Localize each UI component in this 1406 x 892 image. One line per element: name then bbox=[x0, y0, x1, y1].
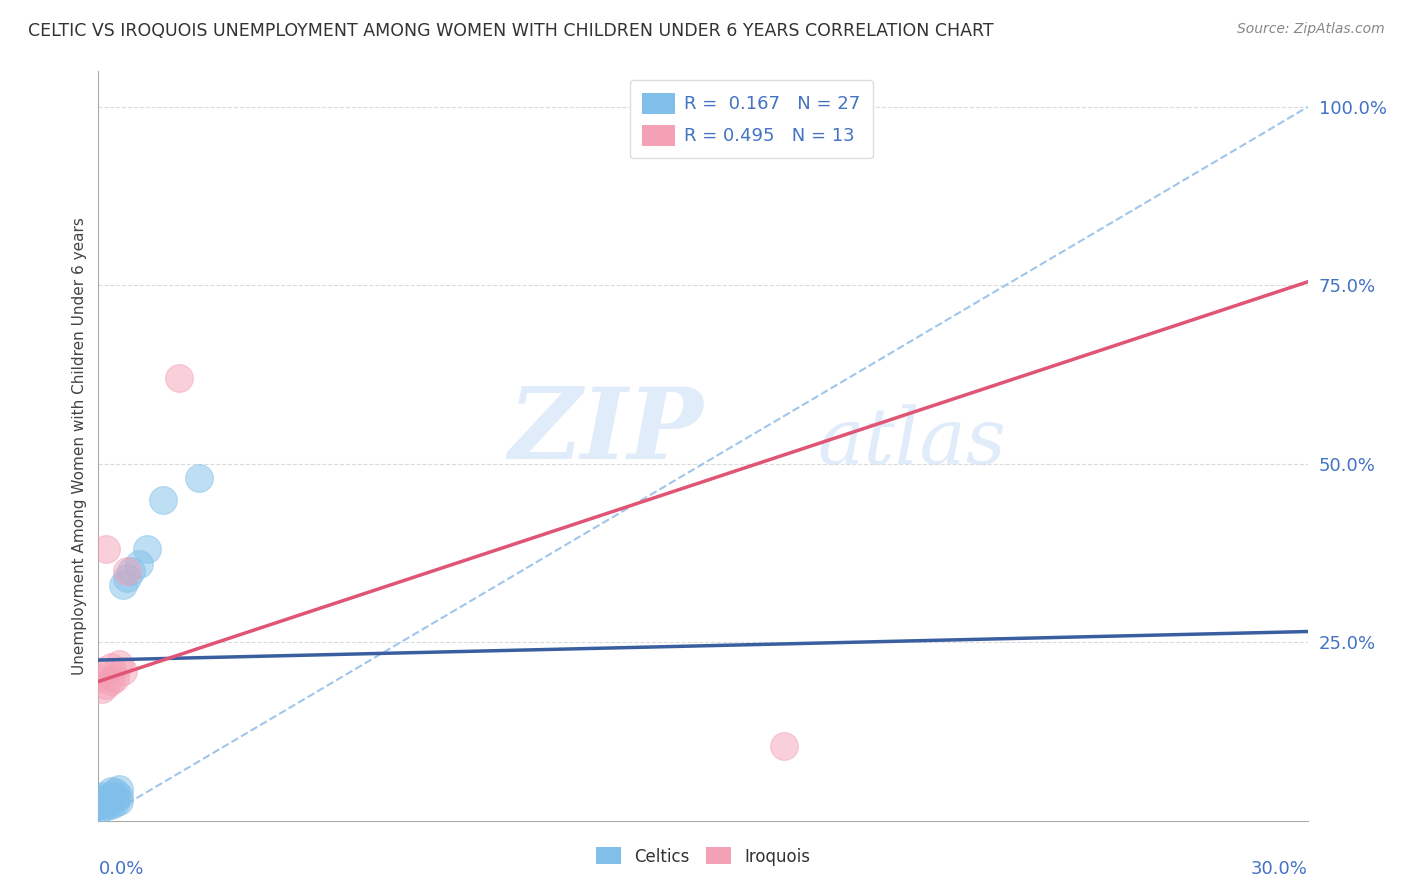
Point bbox=[103, 796, 125, 810]
Text: atlas: atlas bbox=[818, 404, 1007, 481]
Point bbox=[96, 796, 118, 810]
Point bbox=[772, 739, 794, 753]
Point bbox=[111, 578, 134, 592]
Point bbox=[107, 789, 129, 803]
Point bbox=[103, 785, 125, 799]
Point bbox=[103, 790, 125, 805]
Point bbox=[87, 799, 110, 814]
Point bbox=[100, 797, 122, 812]
Point bbox=[100, 783, 122, 797]
Point bbox=[128, 557, 150, 571]
Point bbox=[103, 671, 125, 685]
Point bbox=[100, 794, 122, 808]
Point bbox=[100, 789, 122, 803]
Point bbox=[91, 681, 114, 696]
Text: 0.0%: 0.0% bbox=[98, 860, 143, 878]
Point bbox=[100, 674, 122, 689]
Point bbox=[91, 789, 114, 803]
Point bbox=[87, 792, 110, 806]
Y-axis label: Unemployment Among Women with Children Under 6 years: Unemployment Among Women with Children U… bbox=[72, 217, 87, 675]
Point bbox=[96, 799, 118, 814]
Point bbox=[107, 657, 129, 671]
Point bbox=[111, 664, 134, 678]
Point bbox=[87, 796, 110, 810]
Point bbox=[96, 790, 118, 805]
Text: ZIP: ZIP bbox=[509, 383, 704, 479]
Point bbox=[91, 794, 114, 808]
Point bbox=[152, 492, 174, 507]
Text: 30.0%: 30.0% bbox=[1251, 860, 1308, 878]
Legend: Celtics, Iroquois: Celtics, Iroquois bbox=[589, 841, 817, 872]
Text: Source: ZipAtlas.com: Source: ZipAtlas.com bbox=[1237, 22, 1385, 37]
Point bbox=[96, 542, 118, 557]
Point bbox=[91, 664, 114, 678]
Point bbox=[107, 781, 129, 796]
Text: CELTIC VS IROQUOIS UNEMPLOYMENT AMONG WOMEN WITH CHILDREN UNDER 6 YEARS CORRELAT: CELTIC VS IROQUOIS UNEMPLOYMENT AMONG WO… bbox=[28, 22, 994, 40]
Point bbox=[87, 671, 110, 685]
Point bbox=[115, 564, 138, 578]
Point bbox=[120, 564, 142, 578]
Point bbox=[167, 371, 190, 385]
Point bbox=[115, 571, 138, 585]
Point bbox=[188, 471, 211, 485]
Point bbox=[100, 660, 122, 674]
Point bbox=[107, 794, 129, 808]
Point bbox=[135, 542, 157, 557]
Point bbox=[96, 678, 118, 692]
Point bbox=[91, 801, 114, 815]
Point bbox=[91, 797, 114, 812]
